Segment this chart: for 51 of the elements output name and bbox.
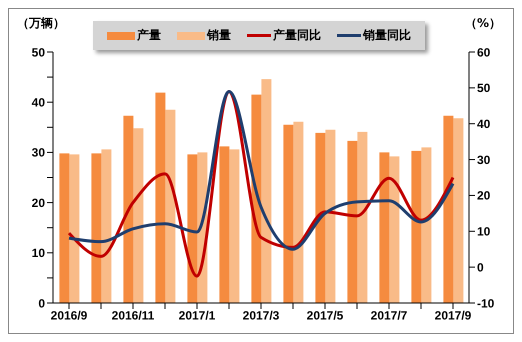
- legend-label: 销量同比: [363, 27, 411, 44]
- bar: [261, 79, 272, 303]
- x-tick-label: 2017/1: [178, 308, 216, 323]
- y2-axis-title: （%）: [464, 15, 501, 32]
- bar: [315, 132, 326, 303]
- x-tick-label: 2017/7: [370, 308, 408, 323]
- bar: [219, 146, 230, 303]
- bar: [347, 140, 358, 303]
- bar: [187, 154, 198, 303]
- bar: [293, 122, 304, 303]
- y-tick-label: 40: [32, 95, 46, 110]
- bar: [229, 149, 240, 303]
- y-tick-label: 20: [32, 196, 46, 210]
- bar: [165, 110, 176, 303]
- y2-tick-label: 60: [477, 45, 491, 60]
- bar: [123, 116, 134, 303]
- bar: [101, 149, 112, 303]
- y-axis-title: （万辆）: [17, 15, 65, 32]
- x-tick-label: 2016/11: [112, 308, 155, 323]
- y2-tick-label: -10: [477, 296, 495, 310]
- bar: [155, 92, 166, 303]
- bar: [133, 128, 144, 303]
- bar: [379, 152, 390, 303]
- x-tick-label: 2017/5: [306, 308, 344, 323]
- bar: [59, 153, 70, 303]
- x-tick-label: 2017/9: [434, 308, 472, 323]
- legend-label: 销量: [207, 27, 231, 44]
- x-tick-label: 2017/3: [242, 308, 280, 323]
- y2-tick-label: 30: [477, 152, 491, 167]
- bar: [453, 118, 464, 303]
- y2-tick-label: 40: [477, 116, 491, 131]
- legend-label: 产量: [137, 27, 161, 44]
- bar: [325, 130, 336, 303]
- bar: [443, 116, 454, 303]
- y-tick-label: 0: [38, 296, 46, 310]
- x-tick-label: 2016/9: [50, 308, 88, 323]
- bar: [91, 153, 102, 303]
- y2-tick-label: 50: [477, 81, 491, 96]
- y2-tick-label: 0: [477, 260, 484, 274]
- bar: [389, 156, 400, 303]
- bar: [357, 132, 368, 303]
- y2-tick-label: 20: [477, 188, 491, 203]
- bar: [421, 147, 432, 303]
- bar: [69, 154, 80, 303]
- bar: [283, 124, 294, 303]
- y-tick-label: 50: [32, 45, 46, 60]
- y-tick-label: 10: [32, 246, 46, 260]
- bar: [411, 150, 422, 303]
- y-tick-label: 30: [32, 146, 46, 160]
- y2-tick-label: 10: [477, 224, 491, 239]
- legend-label: 产量同比: [273, 27, 321, 44]
